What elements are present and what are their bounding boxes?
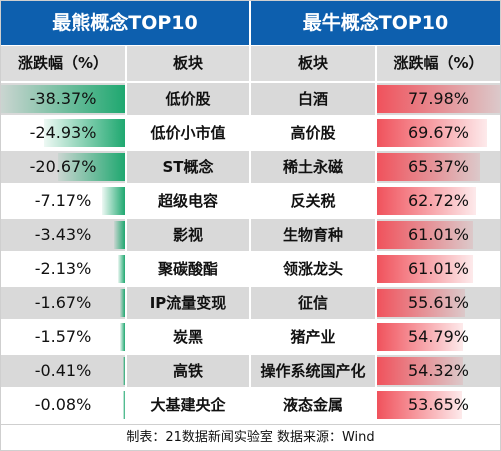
column-divider (249, 46, 251, 422)
bear-bar (123, 391, 125, 419)
bear-sector-label: 低价股 (165, 90, 211, 108)
bull-change-value: 69.67% (407, 123, 469, 142)
right-title: 最牛概念TOP10 (251, 1, 500, 45)
bear-bar (44, 119, 125, 147)
bull-change-value: 54.79% (407, 327, 469, 346)
bear-change-value: -0.41% (34, 361, 92, 380)
bear-sector-label: IP流量变现 (149, 294, 227, 312)
bear-bar (120, 289, 125, 317)
bull-bar (377, 221, 473, 249)
bull-bar (377, 289, 465, 317)
bull-change-value: 61.01% (407, 259, 469, 278)
bear-change-value: -20.67% (29, 157, 97, 176)
bear-bar (120, 323, 125, 351)
bear-change-value: -1.67% (34, 293, 92, 312)
bear-bar (58, 153, 125, 181)
right-header-sector: 板块 (251, 46, 375, 81)
bear-change-value: -7.17% (34, 191, 92, 210)
bull-bar (377, 391, 462, 419)
bear-sector-label: 超级电容 (157, 192, 218, 210)
bear-bar (123, 357, 125, 385)
bull-sector-label: 白酒 (297, 90, 328, 108)
footer-source: 制表：21数据新闻实验室 数据来源：Wind (1, 424, 500, 451)
bull-sector-label: 生物育种 (282, 226, 343, 244)
right-header-change: 涨跌幅（%） (377, 46, 500, 81)
left-header-sector: 板块 (127, 46, 249, 81)
bull-sector-label: 反关税 (290, 192, 336, 210)
bull-sector-label: 领涨龙头 (282, 260, 343, 278)
bear-bar (114, 221, 125, 249)
bull-bar (377, 85, 500, 113)
bear-change-value: -0.08% (34, 395, 92, 414)
bull-sector-label: 液态金属 (282, 396, 343, 414)
bull-sector-label: 稀土永磁 (282, 158, 343, 176)
bear-bar (102, 187, 125, 215)
bull-change-value: 61.01% (407, 225, 469, 244)
bull-bar (377, 323, 463, 351)
bear-change-value: -24.93% (29, 123, 97, 142)
bear-sector-label: 影视 (172, 226, 203, 244)
bear-change-value: -1.57% (34, 327, 92, 346)
bear-bar (1, 85, 125, 113)
column-divider (375, 46, 377, 422)
bull-bar (377, 357, 463, 385)
bear-change-value: -3.43% (34, 225, 92, 244)
bear-sector-label: 高铁 (172, 362, 203, 380)
bear-bar (118, 255, 125, 283)
bear-change-value: -2.13% (34, 259, 92, 278)
bull-bar (377, 187, 476, 215)
bull-sector-label: 操作系统国产化 (260, 362, 366, 380)
bull-bar (377, 119, 487, 147)
bull-change-value: 54.32% (407, 361, 469, 380)
bear-sector-label: 低价小市值 (150, 124, 226, 142)
bull-change-value: 62.72% (407, 191, 469, 210)
bull-bar (377, 255, 473, 283)
bear-change-value: -38.37% (29, 89, 97, 108)
bull-bar (377, 153, 480, 181)
bear-sector-label: 炭黑 (172, 328, 203, 346)
bear-sector-label: 大基建央企 (150, 396, 226, 414)
left-header-change: 涨跌幅（%） (1, 46, 125, 81)
left-title: 最熊概念TOP10 (1, 1, 249, 45)
column-divider (125, 46, 127, 422)
bull-change-value: 53.65% (407, 395, 469, 414)
bull-sector-label: 高价股 (290, 124, 336, 142)
bull-change-value: 55.61% (407, 293, 469, 312)
bull-change-value: 77.98% (407, 89, 469, 108)
bear-sector-label: ST概念 (162, 158, 214, 176)
bull-sector-label: 猪产业 (290, 328, 336, 346)
bear-sector-label: 聚碳酸酯 (157, 260, 218, 278)
bull-sector-label: 征信 (297, 294, 328, 312)
bull-change-value: 65.37% (407, 157, 469, 176)
